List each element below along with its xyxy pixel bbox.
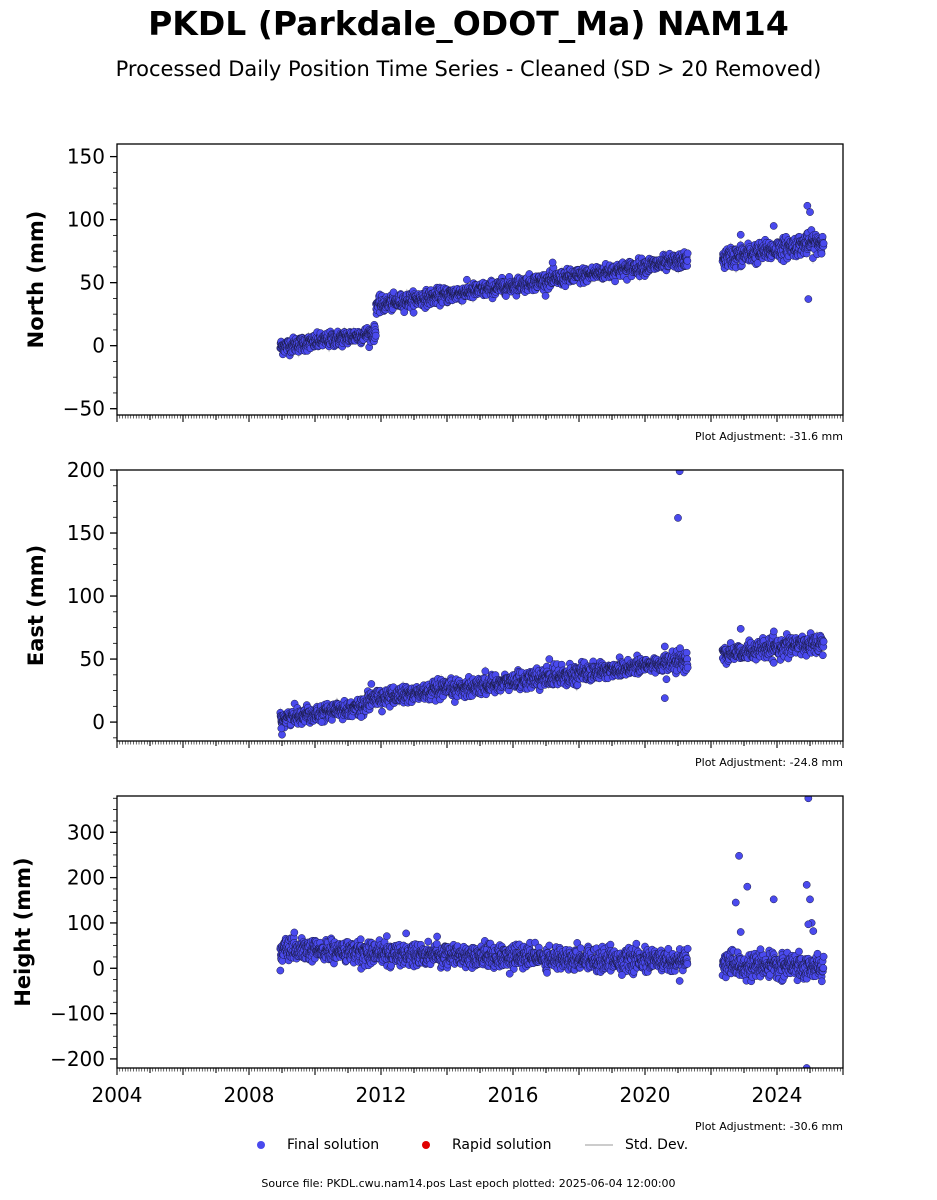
data-point xyxy=(753,259,762,267)
data-point xyxy=(819,239,828,248)
data-point xyxy=(463,275,471,284)
y-tick-label: 50 xyxy=(80,271,105,295)
data-point xyxy=(769,222,778,230)
data-point xyxy=(548,258,557,267)
data-point xyxy=(378,707,386,716)
data-point xyxy=(736,230,745,239)
data-point xyxy=(409,308,418,317)
panel-frame xyxy=(116,143,844,416)
panel-1: −50 0 50 100 150 North (mm) Plot Adjustment: -… xyxy=(24,143,844,443)
data-point xyxy=(481,667,490,676)
data-point xyxy=(400,308,409,317)
plot-adjustment-label: Plot Adjustment: -31.6 mm xyxy=(695,430,843,443)
plot-area-1 xyxy=(276,201,828,360)
data-point xyxy=(806,208,814,216)
y-tick-label: 0 xyxy=(92,334,105,358)
plot-area-2 xyxy=(276,470,828,739)
data-point xyxy=(683,249,692,258)
data-point xyxy=(328,716,336,724)
data-point xyxy=(683,256,692,265)
chart-title: PKDL (Parkdale_ODOT_Ma) NAM14 xyxy=(148,4,789,43)
chart-subtitle: Processed Daily Position Time Series - C… xyxy=(115,57,822,81)
y-tick-label: 100 xyxy=(67,208,105,232)
y-tick-label: −50 xyxy=(63,397,105,421)
y-axis-label: North (mm) xyxy=(24,211,48,349)
y-tick-label: 150 xyxy=(67,145,105,169)
data-point xyxy=(817,249,826,258)
data-point xyxy=(804,295,813,303)
data-point xyxy=(367,680,376,688)
data-point xyxy=(541,292,550,300)
data-point xyxy=(371,331,380,340)
